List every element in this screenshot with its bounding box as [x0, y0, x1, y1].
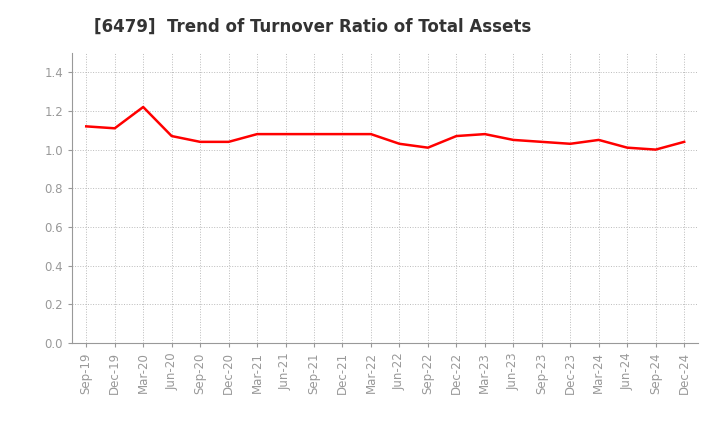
- Text: [6479]  Trend of Turnover Ratio of Total Assets: [6479] Trend of Turnover Ratio of Total …: [94, 18, 531, 36]
